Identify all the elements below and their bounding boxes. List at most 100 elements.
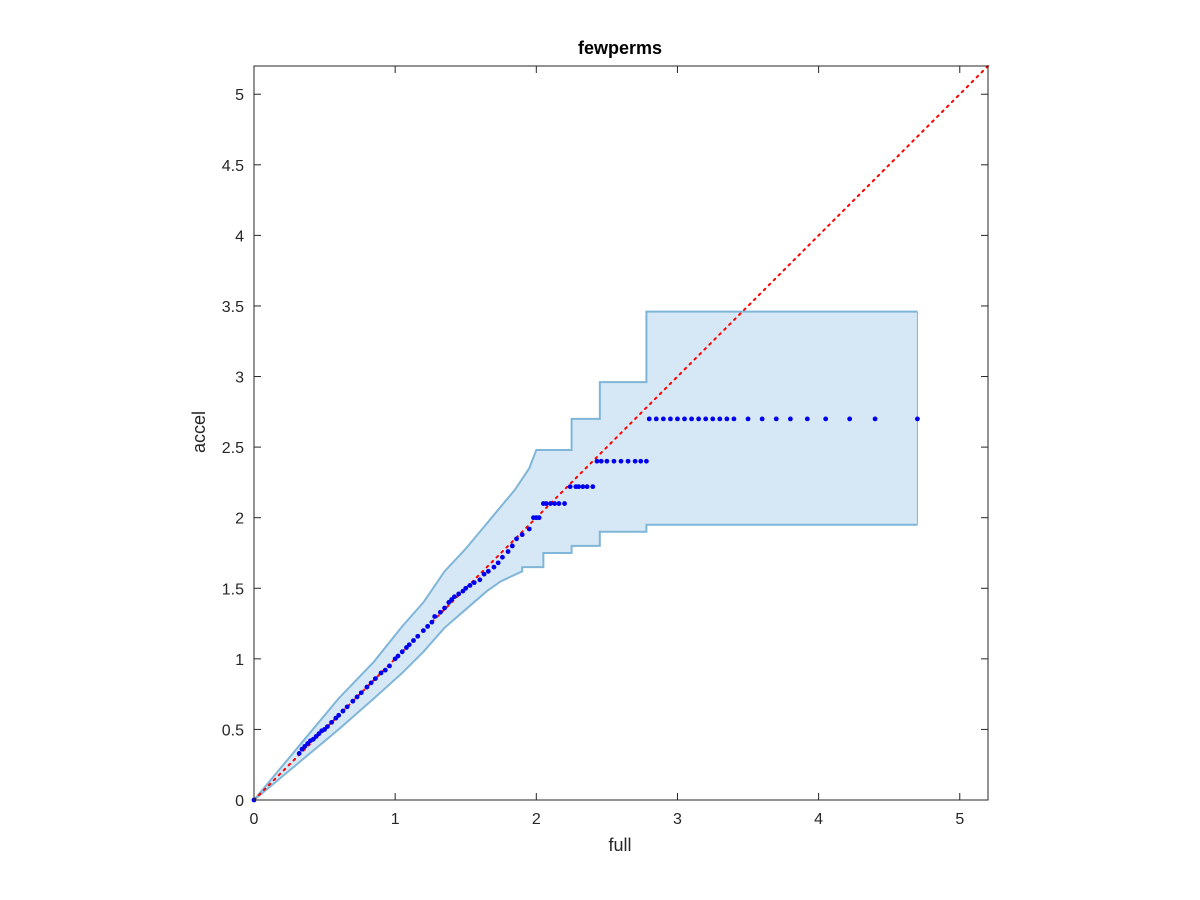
- data-point: [594, 458, 600, 464]
- y-tick-label: 3.5: [222, 299, 244, 316]
- data-point: [710, 416, 716, 422]
- chart-title: fewperms: [578, 38, 662, 58]
- data-point: [411, 638, 416, 643]
- data-point: [485, 568, 491, 574]
- data-point: [372, 676, 378, 682]
- data-point: [452, 594, 457, 600]
- data-point: [429, 619, 435, 625]
- data-point: [576, 484, 582, 490]
- data-point: [590, 484, 596, 490]
- data-point: [491, 564, 497, 570]
- data-point: [477, 577, 483, 583]
- data-point: [632, 458, 638, 464]
- data-point: [543, 501, 549, 506]
- data-point: [804, 416, 810, 422]
- data-point: [646, 416, 652, 422]
- data-point: [325, 724, 330, 729]
- data-point: [604, 458, 610, 464]
- data-point: [536, 515, 542, 521]
- data-point: [625, 458, 631, 464]
- data-point: [463, 585, 469, 591]
- data-point: [505, 549, 511, 554]
- data-point: [420, 628, 426, 634]
- data-point: [668, 416, 673, 422]
- confidence-band-lower-edge: [253, 523, 918, 801]
- y-tick-label: 4.5: [222, 158, 244, 175]
- data-point: [653, 416, 659, 422]
- data-point: [724, 416, 730, 422]
- data-point: [556, 501, 562, 506]
- data-point: [467, 583, 473, 588]
- plot-area: [251, 65, 989, 803]
- data-point: [344, 704, 350, 710]
- data-point: [682, 416, 687, 422]
- data-point: [382, 667, 388, 673]
- data-point: [598, 458, 604, 464]
- data-point: [296, 751, 302, 756]
- data-point: [399, 649, 405, 655]
- x-tick-label: 3: [673, 811, 682, 828]
- y-tick-label: 2.5: [222, 440, 244, 457]
- data-point: [847, 416, 853, 422]
- data-point: [415, 633, 421, 639]
- data-point: [526, 526, 532, 532]
- data-point: [660, 416, 666, 422]
- data-point: [580, 484, 586, 490]
- data-point: [759, 416, 765, 422]
- data-point: [336, 712, 342, 718]
- x-tick-label: 0: [250, 811, 259, 828]
- data-point: [644, 458, 649, 464]
- y-tick-label: 2: [235, 511, 244, 528]
- data-point: [823, 416, 829, 422]
- data-point: [364, 684, 370, 690]
- data-point: [432, 614, 438, 619]
- data-point: [442, 605, 447, 611]
- x-tick-label: 4: [814, 811, 823, 828]
- data-point: [425, 623, 431, 629]
- x-axis-label: full: [608, 835, 631, 855]
- x-tick-label: 5: [955, 811, 964, 828]
- confidence-band: [254, 311, 918, 800]
- confidence-band-upper-edge: [253, 310, 918, 801]
- data-point: [456, 591, 462, 597]
- data-point: [731, 416, 737, 422]
- y-tick-label: 3: [235, 370, 244, 387]
- y-tick-label: 4: [235, 228, 244, 245]
- data-point: [638, 458, 644, 464]
- data-point: [329, 719, 335, 725]
- data-point: [350, 698, 356, 704]
- axes-box: [253, 65, 989, 801]
- data-point: [584, 484, 590, 490]
- x-tick-label: 1: [391, 811, 400, 828]
- data-point: [689, 416, 694, 422]
- y-tick-label: 1.5: [222, 581, 244, 598]
- data-point: [514, 536, 519, 542]
- data-point: [406, 642, 412, 648]
- data-point: [378, 670, 384, 676]
- data-point: [500, 554, 505, 560]
- data-point: [395, 653, 401, 659]
- data-point: [696, 416, 702, 422]
- data-point: [471, 580, 477, 586]
- reference-line: [253, 65, 989, 801]
- data-point: [745, 416, 751, 422]
- data-point: [675, 416, 680, 422]
- data-point: [354, 694, 360, 700]
- y-tick-label: 5: [235, 87, 244, 104]
- y-tick-label: 0: [235, 793, 244, 810]
- data-point: [509, 543, 515, 549]
- data-point: [368, 680, 374, 686]
- data-point: [915, 416, 920, 422]
- data-point: [387, 663, 392, 669]
- data-point: [548, 501, 553, 506]
- y-tick-label: 0.5: [222, 722, 244, 739]
- data-point: [703, 416, 709, 422]
- data-point: [519, 532, 525, 538]
- y-axis-label: accel: [189, 411, 209, 453]
- data-point: [340, 708, 346, 714]
- data-point: [358, 690, 364, 696]
- data-point: [787, 416, 793, 422]
- axes: 0 1 2 3 4 5 0 0.5 1 1.5 2 2.5 3 3.5 4 4.5 5: [222, 65, 989, 828]
- data-point: [872, 416, 878, 422]
